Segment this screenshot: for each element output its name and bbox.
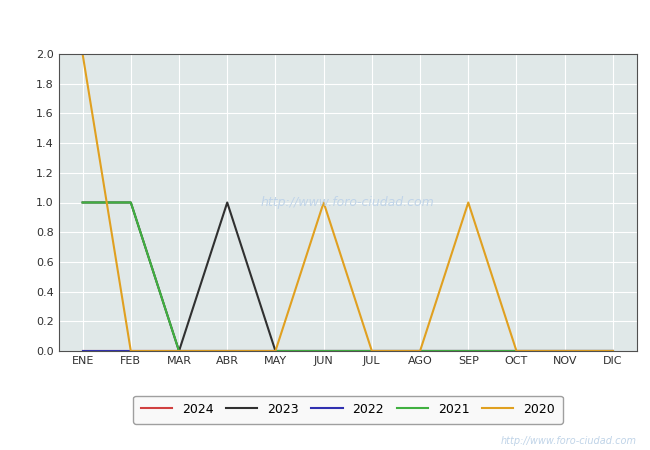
- 2021: [127, 200, 135, 205]
- Text: Matriculaciones de Vehiculos en San Martín de Rubiales: Matriculaciones de Vehiculos en San Mart…: [94, 14, 556, 32]
- 2022: [609, 348, 617, 354]
- 2022: [416, 348, 424, 354]
- 2024: [368, 348, 376, 354]
- 2023: [320, 348, 328, 354]
- 2020: [320, 200, 328, 205]
- 2024: [416, 348, 424, 354]
- 2022: [79, 348, 86, 354]
- 2024: [272, 348, 280, 354]
- 2023: [224, 200, 231, 205]
- 2021: [609, 348, 617, 354]
- 2022: [175, 348, 183, 354]
- 2024: [464, 348, 472, 354]
- 2021: [368, 348, 376, 354]
- Legend: 2024, 2023, 2022, 2021, 2020: 2024, 2023, 2022, 2021, 2020: [133, 396, 562, 424]
- Line: 2023: 2023: [83, 202, 613, 351]
- 2021: [272, 348, 280, 354]
- 2024: [320, 348, 328, 354]
- 2022: [127, 348, 135, 354]
- 2023: [561, 348, 569, 354]
- 2023: [79, 200, 86, 205]
- 2021: [224, 348, 231, 354]
- 2020: [464, 200, 472, 205]
- 2022: [272, 348, 280, 354]
- 2024: [224, 348, 231, 354]
- 2023: [464, 348, 472, 354]
- 2021: [416, 348, 424, 354]
- Line: 2020: 2020: [83, 54, 613, 351]
- Text: http://www.foro-ciudad.com: http://www.foro-ciudad.com: [261, 196, 435, 209]
- 2022: [224, 348, 231, 354]
- 2020: [272, 348, 280, 354]
- 2020: [224, 348, 231, 354]
- 2020: [561, 348, 569, 354]
- 2021: [513, 348, 521, 354]
- 2020: [513, 348, 521, 354]
- 2021: [464, 348, 472, 354]
- 2024: [79, 348, 86, 354]
- 2024: [609, 348, 617, 354]
- 2022: [368, 348, 376, 354]
- 2021: [320, 348, 328, 354]
- 2020: [127, 348, 135, 354]
- 2022: [513, 348, 521, 354]
- 2023: [609, 348, 617, 354]
- 2020: [416, 348, 424, 354]
- 2023: [513, 348, 521, 354]
- 2020: [175, 348, 183, 354]
- 2022: [320, 348, 328, 354]
- 2021: [175, 348, 183, 354]
- 2022: [561, 348, 569, 354]
- 2024: [561, 348, 569, 354]
- 2023: [175, 348, 183, 354]
- 2023: [272, 348, 280, 354]
- 2021: [561, 348, 569, 354]
- Text: http://www.foro-ciudad.com: http://www.foro-ciudad.com: [501, 436, 637, 446]
- 2024: [127, 348, 135, 354]
- 2023: [416, 348, 424, 354]
- 2023: [127, 200, 135, 205]
- 2021: [79, 200, 86, 205]
- 2023: [368, 348, 376, 354]
- 2020: [79, 51, 86, 57]
- 2022: [464, 348, 472, 354]
- 2020: [368, 348, 376, 354]
- 2024: [175, 348, 183, 354]
- Line: 2021: 2021: [83, 202, 613, 351]
- 2024: [513, 348, 521, 354]
- 2020: [609, 348, 617, 354]
